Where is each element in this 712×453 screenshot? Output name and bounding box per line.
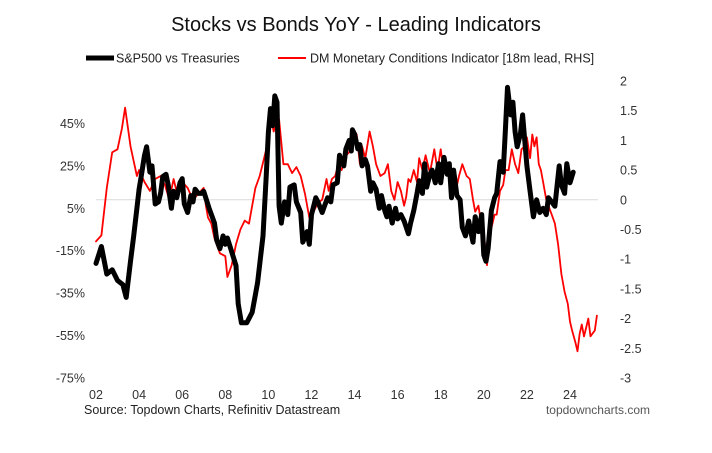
x-tick-label: 22 (520, 388, 534, 402)
right-tick-label: -2 (620, 312, 631, 326)
legend-label-sp500: S&P500 vs Treasuries (116, 52, 240, 66)
right-tick-label: 2 (620, 75, 627, 89)
right-tick-label: -2.5 (620, 342, 642, 356)
x-tick-label: 06 (175, 388, 189, 402)
x-tick-label: 12 (304, 388, 318, 402)
right-tick-label: -3 (620, 372, 631, 386)
x-tick-label: 16 (391, 388, 405, 402)
right-tick-label: -1 (620, 253, 631, 267)
left-tick-label: -55% (56, 329, 85, 343)
x-tick-label: 10 (261, 388, 275, 402)
right-tick-label: -0.5 (620, 223, 642, 237)
x-tick-label: 20 (477, 388, 491, 402)
series-line-sp500-vs-treasuries (93, 84, 576, 326)
x-tick-label: 02 (89, 388, 103, 402)
x-axis-ticks: 02 04 06 08 10 12 14 16 18 20 22 24 (89, 388, 577, 402)
left-tick-label: -15% (56, 244, 85, 258)
right-tick-label: 0.5 (620, 164, 637, 178)
right-axis-ticks: 2 1.5 1 0.5 0 -0.5 -1 -1.5 -2 -2.5 -3 (620, 75, 642, 386)
left-tick-label: 25% (60, 159, 85, 173)
left-tick-label: 5% (67, 202, 85, 216)
x-tick-label: 18 (434, 388, 448, 402)
x-tick-label: 08 (218, 388, 232, 402)
right-tick-label: 1 (620, 134, 627, 148)
left-tick-label: 45% (60, 117, 85, 131)
legend: S&P500 vs Treasuries DM Monetary Conditi… (86, 52, 594, 66)
right-tick-label: 1.5 (620, 104, 637, 118)
left-tick-label: -75% (56, 372, 85, 386)
left-tick-label: -35% (56, 287, 85, 301)
source-note: Source: Topdown Charts, Refinitiv Datast… (84, 403, 340, 417)
series-lines (93, 84, 598, 353)
left-axis-ticks: 45% 25% 5% -15% -35% -55% -75% (56, 117, 85, 386)
x-tick-label: 14 (348, 388, 362, 402)
x-tick-label: 04 (132, 388, 146, 402)
right-tick-label: 0 (620, 193, 627, 207)
legend-label-dm-mci: DM Monetary Conditions Indicator [18m le… (310, 52, 594, 66)
brand-watermark: topdowncharts.com (546, 403, 650, 417)
x-tick-label: 24 (563, 388, 577, 402)
chart-title: Stocks vs Bonds YoY - Leading Indicators (171, 14, 541, 36)
right-tick-label: -1.5 (620, 282, 642, 296)
